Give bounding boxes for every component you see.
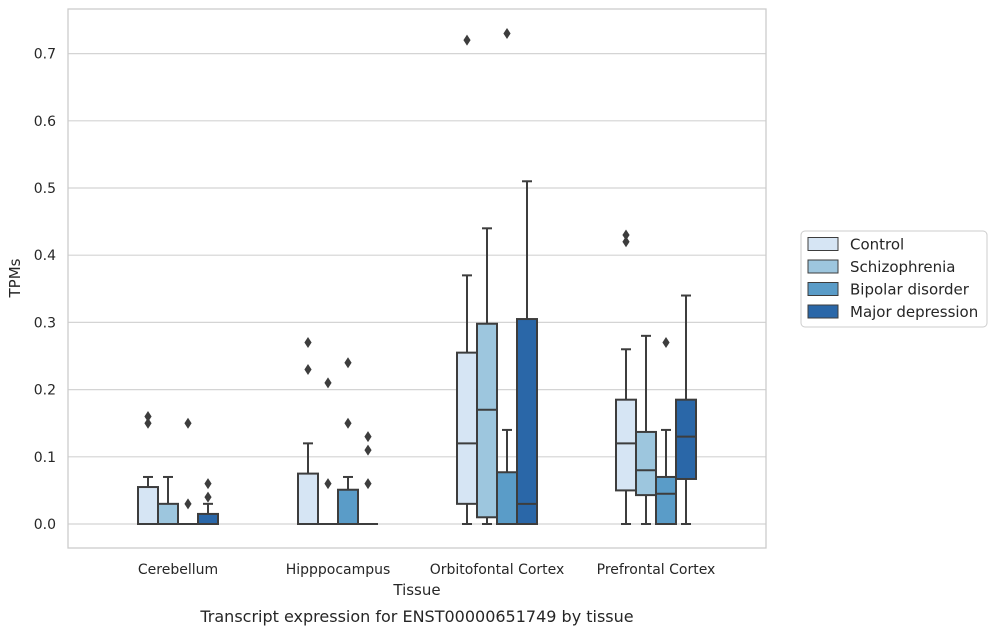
x-tick-label: Cerebellum	[138, 562, 218, 578]
outlier-point	[463, 34, 471, 46]
legend-label: Schizophrenia	[850, 258, 955, 276]
y-axis-title: TPMs	[6, 258, 24, 298]
box-schizophrenia	[635, 334, 657, 525]
legend: Control Schizophrenia Bipolar disorder Majo…	[800, 230, 988, 328]
outlier-point	[304, 363, 312, 375]
chart-caption: Transcript expression for ENST0000065174…	[199, 607, 633, 626]
outlier-point	[622, 236, 630, 248]
box-major-depression	[675, 294, 697, 525]
box-control	[297, 337, 319, 526]
y-tick-label: 0.6	[34, 114, 56, 130]
y-tick-label: 0.7	[34, 47, 56, 63]
outlier-point	[324, 478, 332, 490]
outlier-point	[364, 478, 372, 490]
box-control	[456, 34, 478, 525]
box-control	[137, 410, 159, 526]
box-body	[137, 486, 159, 526]
y-tick-label: 0.1	[34, 450, 56, 466]
box-body	[516, 318, 538, 526]
y-tick-label: 0.3	[34, 315, 56, 331]
legend-label: Control	[850, 236, 904, 254]
outlier-point	[304, 337, 312, 349]
outlier-point	[344, 357, 352, 369]
x-axis-title: Tissue	[392, 581, 440, 599]
outlier-point	[344, 417, 352, 429]
box-bipolar-disorder	[337, 357, 359, 525]
box-body	[197, 512, 219, 525]
outlier-point	[144, 417, 152, 429]
box-schizophrenia	[476, 227, 498, 525]
y-tick-label: 0.0	[34, 517, 56, 533]
outlier-point	[144, 410, 152, 422]
legend-swatch	[807, 237, 839, 251]
y-tick-label: 0.2	[34, 383, 56, 399]
box-schizophrenia	[157, 475, 179, 525]
outlier-point	[184, 498, 192, 510]
box-body	[476, 322, 498, 519]
outlier-point	[184, 417, 192, 429]
y-tick-label: 0.5	[34, 181, 56, 197]
box-body	[655, 475, 677, 525]
box-control	[615, 229, 637, 525]
box-bipolar-disorder	[496, 27, 518, 526]
box-body	[675, 398, 697, 480]
box-major-depression	[358, 431, 378, 525]
outlier-point	[622, 229, 630, 241]
legend-frame	[800, 230, 988, 328]
box-major-depression	[516, 180, 538, 526]
box-body	[496, 471, 518, 526]
box-body	[337, 488, 359, 525]
outlier-point	[204, 491, 212, 503]
legend-label: Bipolar disorder	[850, 281, 970, 299]
outlier-point	[204, 478, 212, 490]
plot-frame	[67, 8, 767, 549]
box-major-depression	[197, 478, 219, 525]
y-tick-label: 0.4	[34, 248, 56, 264]
box-body	[157, 502, 179, 525]
outlier-point	[364, 431, 372, 443]
x-tick-label: Prefrontal Cortex	[597, 562, 716, 578]
box-series	[137, 27, 697, 526]
box-body	[297, 472, 319, 526]
box-body	[635, 430, 657, 497]
box-body	[615, 398, 637, 492]
outlier-point	[503, 27, 511, 39]
outlier-point	[364, 444, 372, 456]
legend-swatch	[807, 259, 839, 274]
legend-swatch	[807, 304, 839, 319]
outlier-point	[662, 337, 670, 349]
gridlines	[68, 52, 766, 525]
box-bipolar-disorder	[655, 337, 677, 525]
y-tick-labels: 0.0 0.1 0.2 0.3 0.4 0.5 0.6 0.7	[34, 47, 56, 533]
x-tick-label: Hipppocampus	[286, 562, 391, 578]
legend-label: Major depression	[850, 303, 978, 321]
box-body	[456, 351, 478, 505]
box-schizophrenia	[318, 377, 338, 525]
box-bipolar-disorder	[178, 417, 198, 525]
legend-swatch	[807, 282, 839, 296]
x-tick-label: Orbitofontal Cortex	[430, 562, 565, 578]
x-tick-labels: Cerebellum Hipppocampus Orbitofontal Corte…	[138, 562, 715, 578]
outlier-point	[324, 377, 332, 389]
